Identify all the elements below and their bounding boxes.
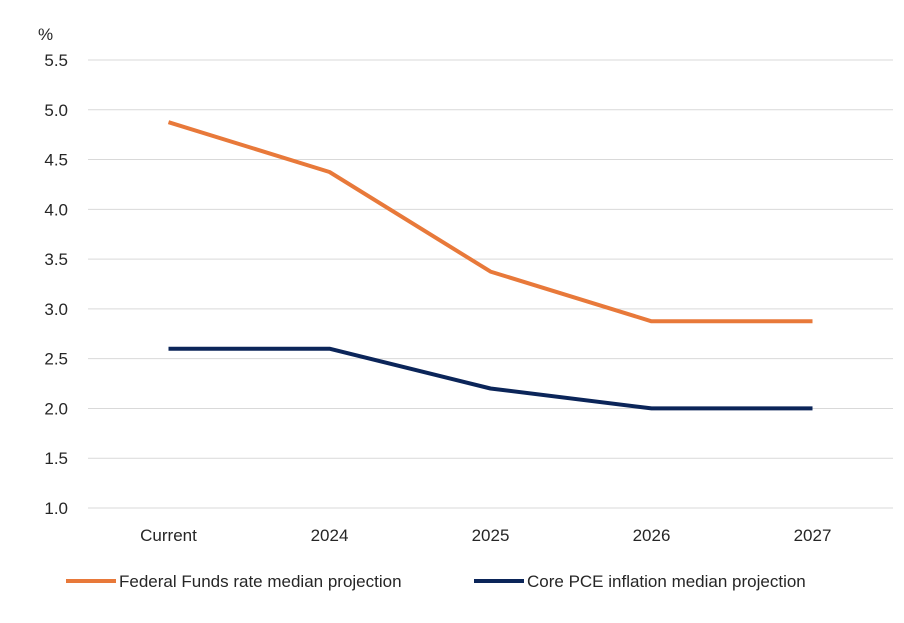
series-line-0 (169, 122, 813, 321)
y-tick-label: 1.0 (44, 499, 68, 518)
y-tick-label: 2.0 (44, 399, 68, 418)
y-tick-label: 1.5 (44, 449, 68, 468)
y-axis-ticks: 1.0 1.5 2.0 2.5 3.0 3.5 4.0 4.5 5.0 5.5 (44, 51, 68, 518)
x-tick-label: 2024 (311, 526, 349, 545)
y-tick-label: 4.0 (44, 200, 68, 219)
y-tick-label: 5.0 (44, 101, 68, 120)
x-tick-label: 2025 (472, 526, 510, 545)
x-tick-label: 2026 (633, 526, 671, 545)
y-tick-label: 3.5 (44, 250, 68, 269)
legend-label: Core PCE inflation median projection (527, 572, 806, 591)
legend: Federal Funds rate median projection Core… (66, 572, 806, 591)
y-axis-label: % (38, 25, 53, 44)
gridlines (88, 60, 893, 508)
x-tick-label: Current (140, 526, 197, 545)
y-tick-label: 2.5 (44, 350, 68, 369)
y-tick-label: 3.0 (44, 300, 68, 319)
y-tick-label: 4.5 (44, 151, 68, 170)
x-tick-label: 2027 (794, 526, 832, 545)
series-lines (168, 122, 812, 408)
y-tick-label: 5.5 (44, 51, 68, 70)
x-axis-ticks: Current 2024 2025 2026 2027 (140, 526, 831, 545)
legend-label: Federal Funds rate median projection (119, 572, 402, 591)
series-line-1 (169, 349, 813, 409)
